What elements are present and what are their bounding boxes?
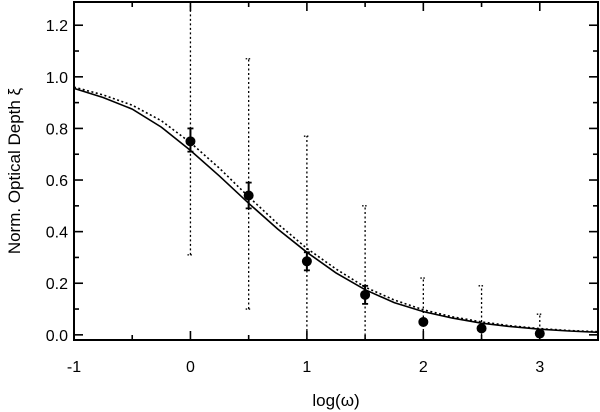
x-axis-label: log(ω) [312,391,359,410]
model-curve-dotted [73,86,599,333]
y-axis-label: Norm. Optical Depth ξ [5,87,24,254]
y-tick-label: 0.6 [46,173,68,190]
y-tick-label: 0.0 [46,328,68,345]
y-tick-label: 0.4 [46,225,68,242]
x-tick-label: 1 [302,359,311,376]
data-point [418,316,429,327]
x-tick-label: 3 [535,359,544,376]
data-point [243,190,254,201]
plot-frame [73,1,599,341]
x-tick-label: -1 [67,359,81,376]
model-curve-solid [73,87,599,334]
y-tick-label: 1.2 [46,18,68,35]
x-axis-ticks: -1 0 1 2 3 [67,2,599,376]
y-tick-label: 0.2 [46,276,68,293]
x-tick-label: 0 [186,359,195,376]
data-point [301,256,312,267]
model-curves [73,86,599,334]
y-axis-ticks: 0.0 0.2 0.4 0.6 0.8 1.0 1.2 [46,18,598,345]
x-tick-label: 2 [419,359,428,376]
plot-area: -1 0 1 2 3 0.0 0.2 0.4 0.6 0.8 1.0 1.2 [46,1,599,376]
y-tick-label: 1.0 [46,70,68,87]
data-point [360,289,371,300]
y-tick-label: 0.8 [46,121,68,138]
error-bars [187,3,543,340]
data-point [476,323,487,334]
data-point [185,136,196,147]
